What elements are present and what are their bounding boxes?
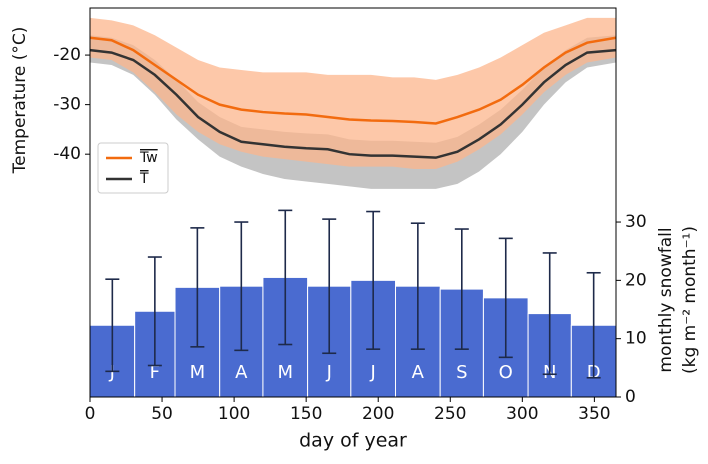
bar-label: A bbox=[412, 362, 425, 383]
x-tick-label: 150 bbox=[290, 404, 322, 424]
error-bar bbox=[542, 252, 557, 376]
legend-label: Tw bbox=[139, 150, 158, 166]
bar-label: A bbox=[235, 362, 248, 383]
y2-tick-label: 0 bbox=[625, 387, 636, 407]
legend-box bbox=[97, 142, 169, 194]
legend-label: T bbox=[139, 171, 149, 187]
y2-tick-label: 20 bbox=[625, 270, 647, 290]
bar-label: M bbox=[190, 362, 206, 383]
x-tick-label: 350 bbox=[578, 404, 610, 424]
y-tick-label: -20 bbox=[53, 45, 81, 65]
y2-axis-label: monthly snowfall bbox=[656, 227, 676, 372]
error-bar bbox=[147, 256, 162, 367]
bar-label: S bbox=[456, 362, 467, 383]
x-tick-label: 0 bbox=[85, 404, 96, 424]
y-tick-label: -30 bbox=[53, 95, 81, 115]
y2-tick-label: 10 bbox=[625, 329, 647, 349]
bar-label: F bbox=[150, 362, 160, 383]
error-bar bbox=[586, 271, 601, 379]
y2-axis-label: (kg m⁻² month⁻¹) bbox=[680, 226, 700, 374]
x-tick-label: 250 bbox=[434, 404, 466, 424]
x-tick-label: 100 bbox=[218, 404, 250, 424]
bar-label: O bbox=[499, 362, 513, 383]
y-axis-label: Temperature (°C) bbox=[10, 27, 30, 175]
bar-label: J bbox=[109, 362, 115, 383]
line bbox=[89, 48, 617, 159]
bar-label: J bbox=[370, 362, 376, 383]
x-tick-label: 300 bbox=[506, 404, 538, 424]
error-bar bbox=[105, 278, 120, 373]
error-bar bbox=[234, 221, 249, 352]
error-bar bbox=[498, 237, 513, 359]
line bbox=[89, 36, 617, 125]
error-bar bbox=[190, 227, 205, 348]
band bbox=[90, 35, 616, 189]
y2-tick-label: 30 bbox=[625, 212, 647, 232]
plot-frame bbox=[89, 7, 617, 398]
bar-label: J bbox=[326, 362, 332, 383]
error-bar bbox=[366, 210, 381, 350]
error-bar bbox=[410, 222, 425, 350]
error-bar bbox=[454, 228, 469, 350]
bar-label: M bbox=[278, 362, 294, 383]
error-bar bbox=[322, 218, 337, 355]
band bbox=[90, 17, 616, 170]
x-axis-label: day of year bbox=[299, 430, 407, 452]
x-tick-label: 50 bbox=[151, 404, 173, 424]
y-tick-label: -40 bbox=[53, 144, 81, 164]
x-tick-label: 200 bbox=[362, 404, 394, 424]
error-bar bbox=[278, 209, 293, 346]
